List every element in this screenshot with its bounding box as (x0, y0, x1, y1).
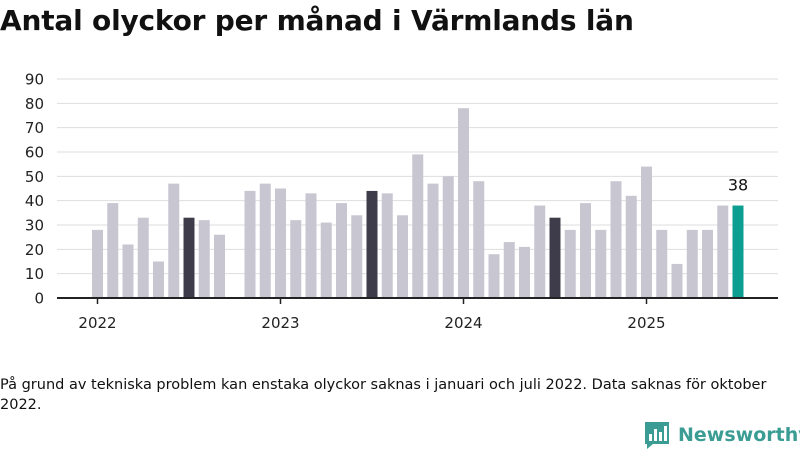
y-tick-label: 30 (25, 217, 44, 235)
bar-2022-02 (107, 203, 119, 298)
y-tick-label: 10 (25, 265, 44, 283)
bar-2023-10 (412, 154, 424, 298)
y-tick-label: 60 (25, 144, 44, 162)
bar-2024-12 (625, 195, 637, 298)
x-tick-label: 2025 (627, 314, 665, 332)
bar-2024-07 (549, 217, 561, 298)
data-labels: 38 (728, 176, 748, 195)
bar-2022-11 (244, 190, 256, 298)
bar-2025-04 (686, 229, 698, 298)
y-tick-label: 80 (25, 95, 44, 113)
bar-2022-07 (183, 217, 195, 298)
bar-2022-09 (214, 234, 225, 298)
bar-2024-11 (610, 181, 622, 298)
bar-2023-05 (336, 203, 347, 298)
bar-2023-09 (397, 215, 408, 298)
bar-2022-06 (168, 183, 180, 298)
bar-2025-01 (641, 166, 652, 298)
bar-2024-05 (519, 246, 530, 298)
y-tick-label: 70 (25, 119, 44, 137)
bar-2024-04 (503, 242, 515, 298)
bar-2025-07 (732, 205, 744, 298)
y-tick-label: 90 (25, 71, 44, 89)
bar-2024-02 (473, 181, 485, 298)
bar-2025-02 (656, 229, 668, 298)
bar-2024-08 (564, 229, 576, 298)
bar-2025-05 (702, 229, 713, 298)
bar-2023-02 (290, 220, 302, 298)
bar-2024-06 (534, 205, 546, 298)
bars (92, 108, 744, 298)
footnote: På grund av tekniska problem kan enstaka… (0, 377, 767, 413)
bar-2023-07 (366, 190, 378, 298)
brand-name: Newsworthy (678, 424, 800, 446)
bar-2024-10 (595, 229, 607, 298)
bar-2023-01 (275, 188, 286, 298)
latest-value-label: 38 (728, 176, 748, 195)
bar-2024-09 (580, 203, 591, 298)
y-tick-label: 20 (25, 241, 44, 259)
y-tick-label: 50 (25, 168, 44, 186)
bar-chart-speech-bubble-icon (645, 422, 669, 449)
bar-2023-11 (427, 183, 439, 298)
y-tick-label: 40 (25, 192, 44, 210)
y-axis: 0 10 20 30 40 50 60 70 80 90 (25, 71, 44, 308)
bar-2023-04 (320, 222, 332, 298)
x-tick-label: 2022 (78, 314, 116, 332)
chart-title: Antal olyckor per månad i Värmlands län (0, 4, 634, 37)
bar-2023-03 (305, 193, 317, 298)
bar-2022-05 (153, 261, 164, 298)
bar-2023-06 (351, 215, 363, 298)
x-tick-label: 2024 (444, 314, 482, 332)
bar-2022-12 (259, 183, 271, 298)
bar-chart: 0 10 20 30 40 50 60 70 80 90 2022 2023 2024 2025 38 (25, 71, 778, 332)
x-axis: 2022 2023 2024 2025 (57, 297, 778, 332)
bar-2023-08 (381, 193, 393, 298)
x-tick-label: 2023 (261, 314, 299, 332)
y-tick-label: 0 (34, 290, 44, 308)
newsworthy-logo[interactable]: Newsworthy (644, 420, 800, 450)
bar-2024-01 (458, 108, 469, 298)
bar-2025-06 (717, 205, 729, 298)
bar-2022-08 (198, 220, 210, 298)
bar-2022-01 (92, 229, 103, 298)
bar-2022-04 (137, 217, 149, 298)
bar-2022-03 (122, 244, 134, 298)
bar-2025-03 (671, 263, 683, 298)
bar-2023-12 (442, 176, 454, 298)
bar-2024-03 (488, 254, 500, 298)
